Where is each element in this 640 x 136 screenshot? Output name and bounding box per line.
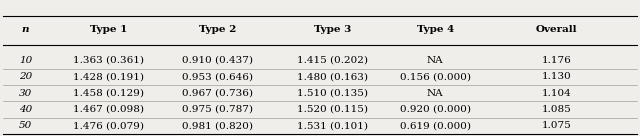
Text: 1.363 (0.361): 1.363 (0.361) bbox=[74, 56, 144, 65]
Text: 1.130: 1.130 bbox=[542, 72, 572, 81]
Text: 1.104: 1.104 bbox=[542, 89, 572, 98]
Text: 0.156 (0.000): 0.156 (0.000) bbox=[400, 72, 470, 81]
Text: 30: 30 bbox=[19, 89, 32, 98]
Text: 1.480 (0.163): 1.480 (0.163) bbox=[298, 72, 368, 81]
Text: 40: 40 bbox=[19, 105, 32, 114]
Text: 50: 50 bbox=[19, 121, 32, 130]
Text: 1.510 (0.135): 1.510 (0.135) bbox=[298, 89, 368, 98]
Text: 0.619 (0.000): 0.619 (0.000) bbox=[400, 121, 470, 130]
Text: 1.415 (0.202): 1.415 (0.202) bbox=[298, 56, 368, 65]
Text: 0.981 (0.820): 0.981 (0.820) bbox=[182, 121, 253, 130]
Text: 0.953 (0.646): 0.953 (0.646) bbox=[182, 72, 253, 81]
Text: NA: NA bbox=[427, 89, 444, 98]
Text: Type 3: Type 3 bbox=[314, 25, 351, 34]
Text: NA: NA bbox=[427, 56, 444, 65]
Text: 1.531 (0.101): 1.531 (0.101) bbox=[298, 121, 368, 130]
Text: 10: 10 bbox=[19, 56, 32, 65]
Text: 1.520 (0.115): 1.520 (0.115) bbox=[298, 105, 368, 114]
Text: 0.910 (0.437): 0.910 (0.437) bbox=[182, 56, 253, 65]
Text: 1.428 (0.191): 1.428 (0.191) bbox=[74, 72, 144, 81]
Text: 1.458 (0.129): 1.458 (0.129) bbox=[74, 89, 144, 98]
Text: 1.075: 1.075 bbox=[542, 121, 572, 130]
Text: 1.085: 1.085 bbox=[542, 105, 572, 114]
Text: 1.176: 1.176 bbox=[542, 56, 572, 65]
Text: Type 2: Type 2 bbox=[199, 25, 236, 34]
Text: 0.975 (0.787): 0.975 (0.787) bbox=[182, 105, 253, 114]
Text: Type 4: Type 4 bbox=[417, 25, 454, 34]
Text: Type 1: Type 1 bbox=[90, 25, 127, 34]
Text: 20: 20 bbox=[19, 72, 32, 81]
Text: 1.476 (0.079): 1.476 (0.079) bbox=[74, 121, 144, 130]
Text: 0.920 (0.000): 0.920 (0.000) bbox=[400, 105, 470, 114]
Text: Overall: Overall bbox=[536, 25, 577, 34]
Text: 0.967 (0.736): 0.967 (0.736) bbox=[182, 89, 253, 98]
Text: n: n bbox=[22, 25, 29, 34]
Text: 1.467 (0.098): 1.467 (0.098) bbox=[74, 105, 144, 114]
